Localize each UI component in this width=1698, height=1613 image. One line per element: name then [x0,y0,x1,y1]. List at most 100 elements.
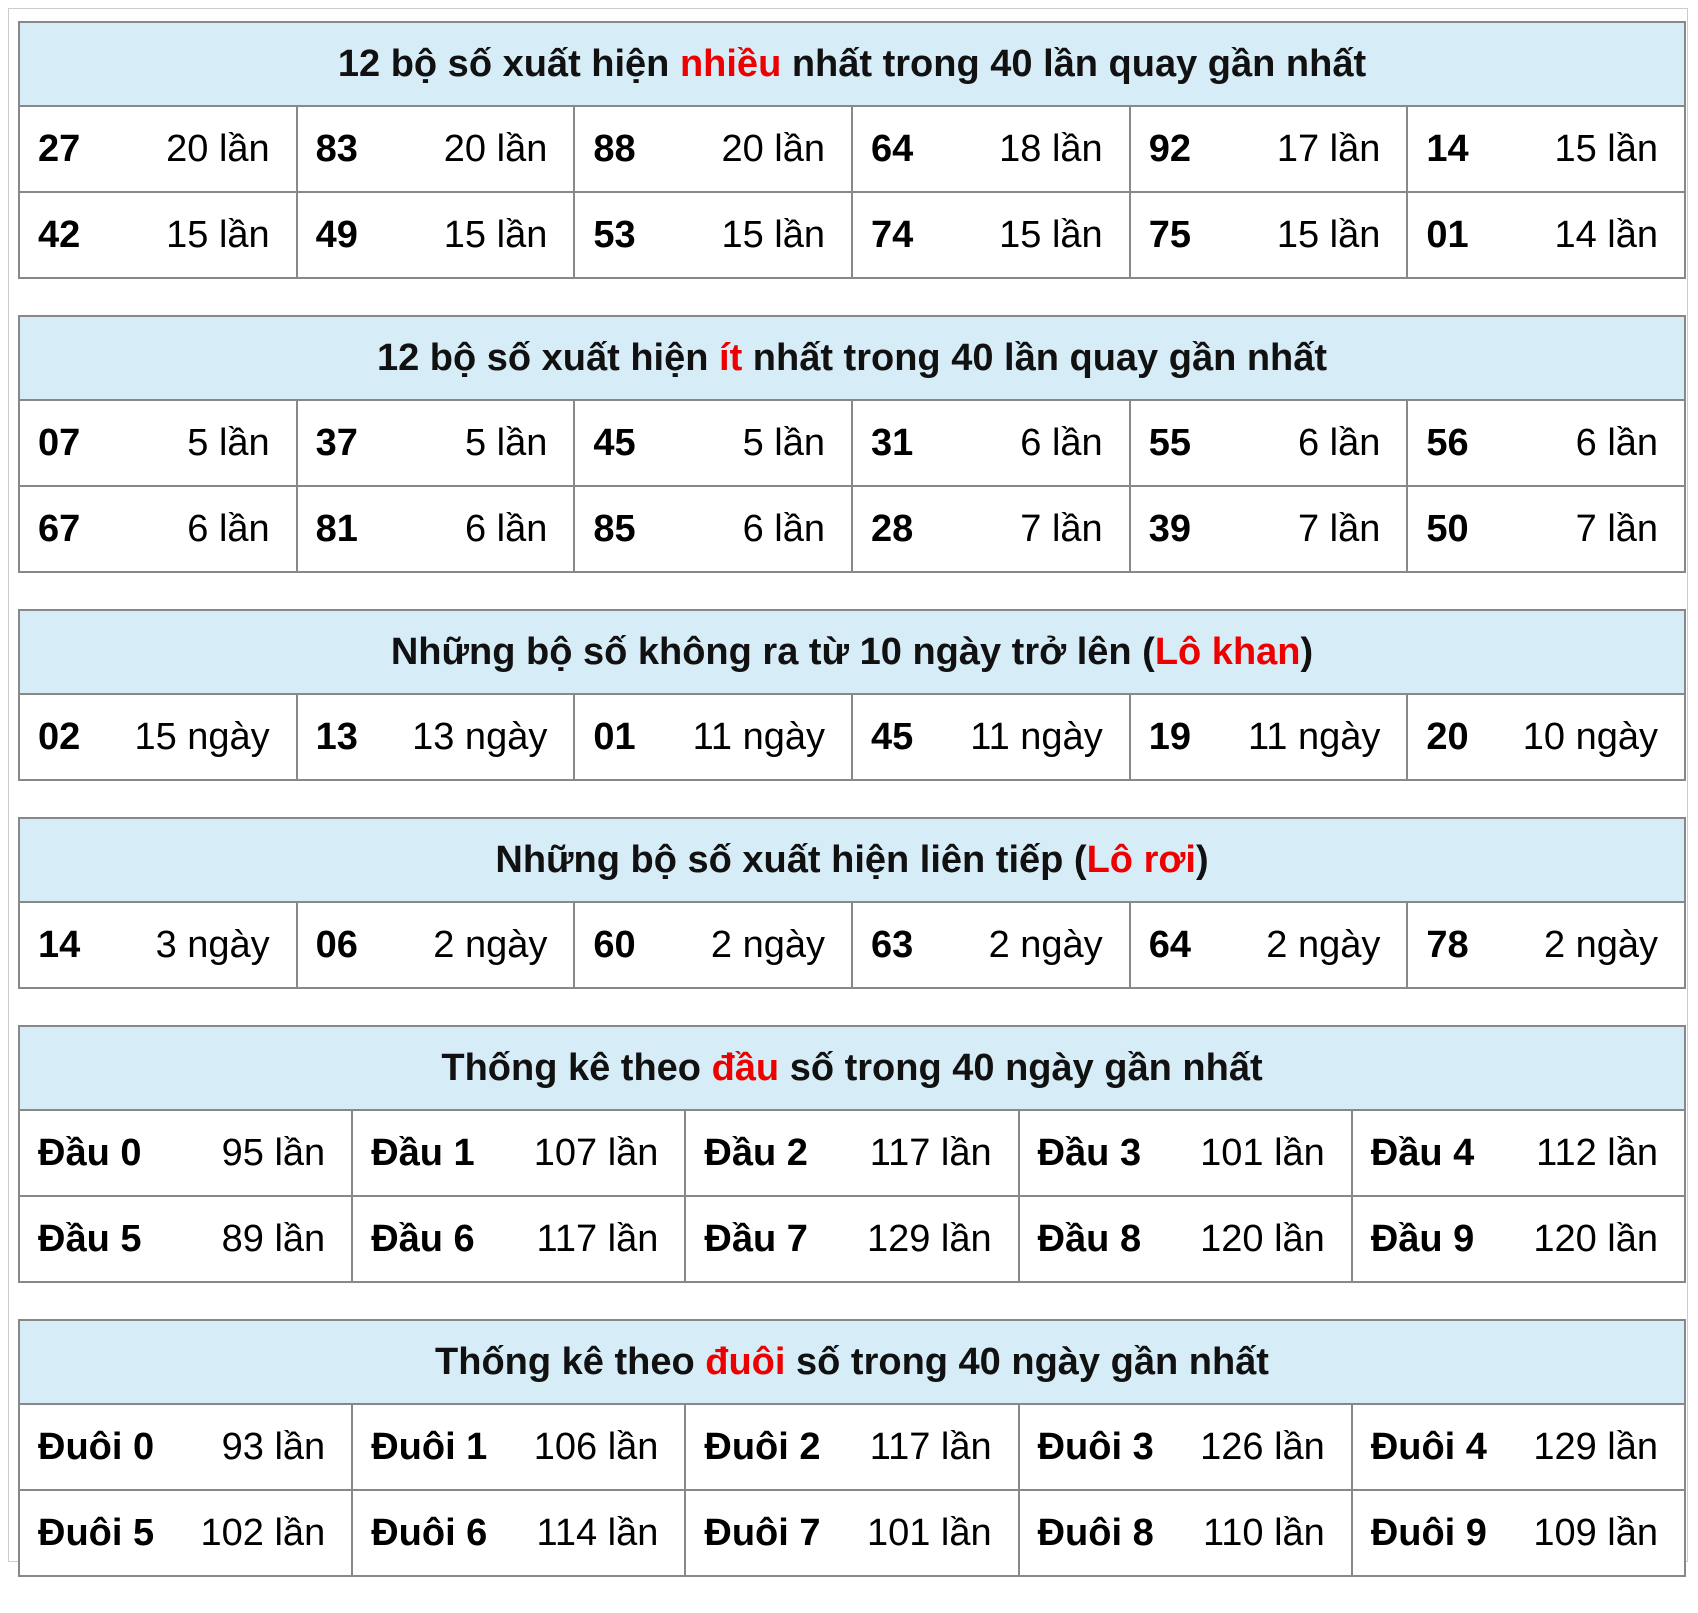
table-cell: 01 11 ngày [573,695,851,779]
cell-count: 6 lần [1020,421,1103,464]
cell-count: 2 ngày [1266,923,1381,966]
table-cell: Đầu 5 89 lần [20,1197,351,1281]
cell-count: 7 lần [1297,507,1381,550]
cell-count: 6 lần [464,507,548,550]
cell-count: 6 lần [1297,421,1381,464]
table-cell: 64 2 ngày [1128,903,1407,987]
table-cell: 81 6 lần [295,487,574,571]
cell-count: 7 lần [1020,507,1103,550]
stat-table: Những bộ số xuất hiện liên tiếp (Lô rơi)… [18,817,1686,989]
cell-number: 20 [1426,715,1469,758]
title-text: số trong 40 ngày gần nhất [785,1340,1269,1383]
cell-count: 117 lần [869,1425,992,1468]
cell-count: 101 lần [1200,1131,1325,1174]
table-row: Đầu 0 95 lần Đầu 1 107 lần Đầu 2 117 lần Đầu 3… [20,1111,1684,1195]
cell-count: 109 lần [1533,1511,1659,1554]
cell-count: 117 lần [869,1131,992,1174]
table-row: 14 3 ngày 06 2 ngày 60 2 ngày 63 2 ngày 64 2 ngày… [20,903,1684,987]
cell-number: Đuôi 5 [38,1511,155,1554]
cell-number: 45 [593,421,636,464]
cell-number: Đuôi 2 [704,1425,821,1468]
table-cell: Đầu 2 117 lần [684,1111,1017,1195]
cell-count: 114 lần [536,1511,659,1554]
table-cell: 31 6 lần [851,401,1129,485]
cell-count: 102 lần [200,1511,326,1554]
cell-number: 42 [38,213,81,256]
stat-table: Thống kê theo đầu số trong 40 ngày gần n… [18,1025,1686,1283]
cell-count: 15 lần [1276,213,1381,256]
cell-count: 15 lần [166,213,270,256]
cell-count: 89 lần [221,1217,326,1260]
table-cell: 02 15 ngày [20,695,296,779]
cell-count: 117 lần [536,1217,659,1260]
cell-number: Đầu 0 [38,1131,142,1174]
cell-number: 81 [315,507,358,550]
cell-count: 13 ngày [412,715,548,758]
title-text: Thống kê theo [435,1340,706,1383]
table-cell: Đầu 8 120 lần [1017,1197,1351,1281]
cell-number: Đầu 3 [1037,1131,1142,1174]
cell-count: 20 lần [721,127,826,170]
table-cell: 37 5 lần [295,401,574,485]
cell-number: Đuôi 0 [38,1425,155,1468]
cell-count: 6 lần [187,507,270,550]
table-row: Đầu 5 89 lần Đầu 6 117 lần Đầu 7 129 lần Đầu 8… [20,1195,1684,1281]
table-cell: 45 11 ngày [851,695,1129,779]
table-cell: 01 14 lần [1406,193,1684,277]
table-cell: 85 6 lần [573,487,851,571]
cell-count: 93 lần [221,1425,326,1468]
cell-count: 126 lần [1200,1425,1325,1468]
table-cell: Đuôi 4 129 lần [1350,1405,1684,1489]
cell-number: Đầu 9 [1370,1217,1475,1260]
cell-count: 5 lần [742,421,826,464]
table-cell: 88 20 lần [573,107,851,191]
table-cell: Đuôi 8 110 lần [1017,1491,1351,1575]
cell-number: 45 [871,715,914,758]
frame: 12 bộ số xuất hiện nhiều nhất trong 40 l… [8,8,1688,1577]
stat-table: Thống kê theo đuôi số trong 40 ngày gần … [18,1319,1686,1577]
table-cell: 28 7 lần [851,487,1129,571]
cell-count: 14 lần [1554,213,1659,256]
cell-number: 78 [1426,923,1469,966]
table-cell: 92 17 lần [1128,107,1407,191]
title-text: 12 bộ số xuất hiện [337,42,680,85]
cell-count: 11 ngày [692,715,826,758]
table-cell: 06 2 ngày [295,903,574,987]
cell-count: 15 lần [1554,127,1659,170]
cell-number: 64 [871,127,914,170]
title-highlight: đầu [711,1046,780,1089]
cell-count: 15 ngày [134,715,270,758]
cell-number: 14 [38,923,81,966]
cell-number: 53 [593,213,636,256]
table-row: 67 6 lần 81 6 lần 85 6 lần 28 7 lần 39 7 lần 50 7 l… [20,485,1684,571]
table-cell: 83 20 lần [295,107,574,191]
title-highlight: Lô rơi [1086,838,1196,881]
cell-count: 5 lần [187,421,270,464]
title-text: Thống kê theo [441,1046,712,1089]
table-cell: 74 15 lần [851,193,1129,277]
cell-number: 55 [1148,421,1191,464]
cell-count: 120 lần [1533,1217,1659,1260]
table-cell: Đuôi 9 109 lần [1350,1491,1684,1575]
title-text: ) [1195,838,1209,881]
table-cell: 20 10 ngày [1406,695,1684,779]
table-cell: 13 13 ngày [295,695,574,779]
cell-number: 60 [593,923,636,966]
table-cell: Đầu 1 107 lần [351,1111,684,1195]
title-highlight: đuôi [705,1340,786,1383]
table-cell: Đuôi 6 114 lần [351,1491,684,1575]
cell-number: 74 [871,213,914,256]
table-cell: 64 18 lần [851,107,1129,191]
cell-number: Đuôi 1 [371,1425,488,1468]
cell-count: 15 lần [721,213,826,256]
cell-count: 129 lần [1533,1425,1659,1468]
cell-number: 50 [1426,507,1469,550]
cell-number: Đầu 1 [371,1131,475,1174]
table-row: 27 20 lần 83 20 lần 88 20 lần 64 18 lần 92 17 lần… [20,107,1684,191]
tables: 12 bộ số xuất hiện nhiều nhất trong 40 l… [18,21,1686,1613]
cell-number: 64 [1148,923,1191,966]
cell-number: 31 [871,421,914,464]
cell-number: 28 [871,507,914,550]
cell-count: 20 lần [443,127,548,170]
title-text: Những bộ số không ra từ 10 ngày trở lên … [390,630,1155,673]
